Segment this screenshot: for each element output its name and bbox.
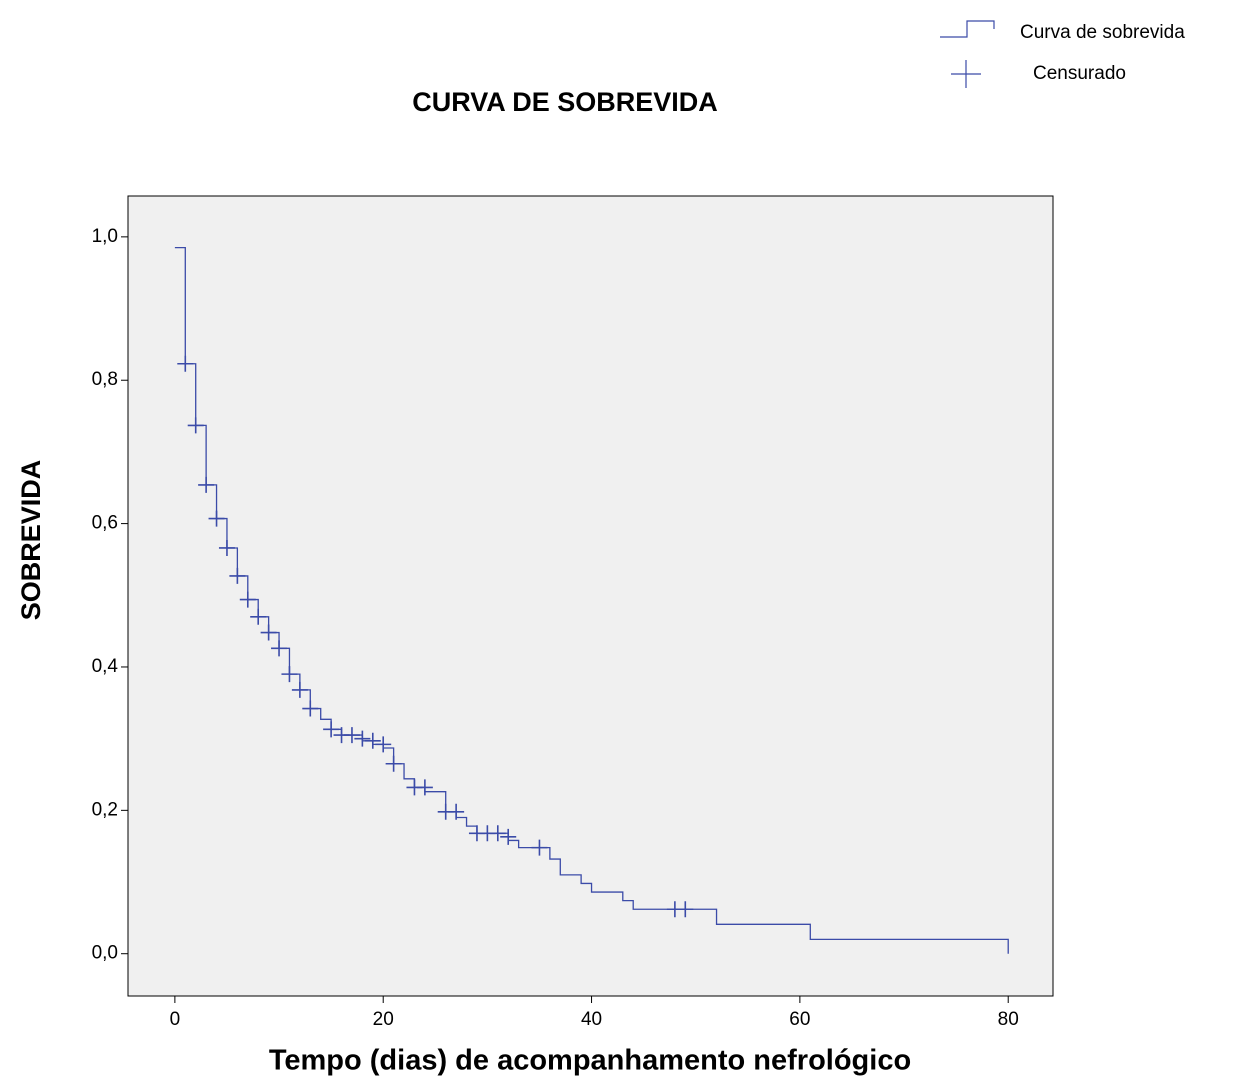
chart-title: CURVA DE SOBREVIDA xyxy=(412,87,718,117)
censored-mark xyxy=(489,825,506,842)
censored-mark xyxy=(375,736,392,753)
censored-mark xyxy=(198,476,215,493)
y-tick-label: 0,0 xyxy=(92,943,118,964)
plot-area xyxy=(127,195,1054,997)
x-tick-label: 60 xyxy=(789,1009,810,1030)
censored-mark xyxy=(218,539,235,556)
censored-mark xyxy=(291,681,308,698)
y-tick-label: 0,2 xyxy=(92,799,118,820)
censored-mark xyxy=(677,901,694,918)
censored-mark xyxy=(364,732,381,749)
censored-mark xyxy=(302,700,319,717)
y-tick-label: 0,6 xyxy=(92,513,118,534)
censored-mark xyxy=(500,828,517,845)
y-tick-label: 0,8 xyxy=(92,369,118,390)
y-tick-label: 0,4 xyxy=(92,656,119,677)
censored-mark xyxy=(260,624,277,641)
censored-mark xyxy=(177,355,194,372)
x-tick-label: 40 xyxy=(581,1009,602,1030)
censored-mark xyxy=(281,666,298,683)
legend-symbol xyxy=(940,20,995,38)
censored-mark xyxy=(448,803,465,820)
y-tick-label: 1,0 xyxy=(92,226,118,247)
censored-mark xyxy=(416,779,433,796)
censored-mark xyxy=(343,727,360,744)
x-tick-label: 80 xyxy=(998,1009,1019,1030)
legend-symbol xyxy=(951,60,981,88)
censored-mark xyxy=(229,567,246,584)
censored-mark xyxy=(323,721,340,738)
censored-mark xyxy=(531,839,548,856)
y-axis-label: SOBREVIDA xyxy=(16,460,46,621)
legend-label: Censurado xyxy=(1033,63,1126,84)
censored-mark xyxy=(250,608,267,625)
x-tick-label: 20 xyxy=(373,1009,394,1030)
x-axis-label: Tempo (dias) de acompanhamento nefrológi… xyxy=(269,1045,911,1077)
legend-label: Curva de sobrevida xyxy=(1020,22,1185,43)
censored-mark xyxy=(187,417,204,434)
x-tick-label: 0 xyxy=(170,1009,181,1030)
censored-mark xyxy=(385,755,402,772)
censored-mark xyxy=(354,730,371,747)
censored-mark xyxy=(208,510,225,527)
censored-mark xyxy=(239,591,256,608)
censored-mark xyxy=(271,640,288,657)
